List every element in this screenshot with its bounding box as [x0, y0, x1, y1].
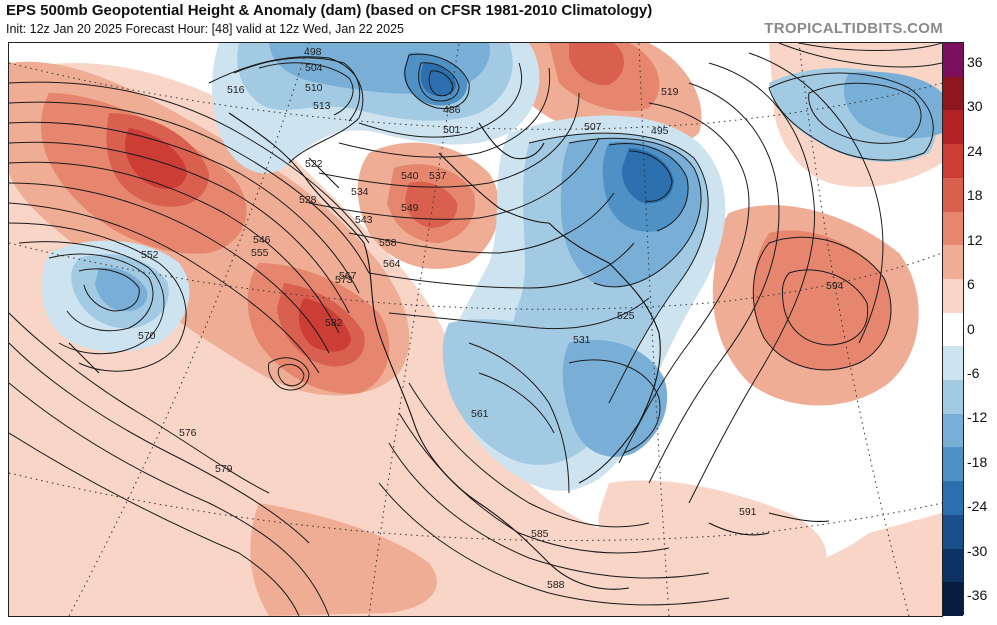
- contour-label: 522: [305, 158, 323, 170]
- contour-label: 546: [253, 234, 271, 246]
- colorbar-swatch: [943, 278, 963, 314]
- colorbar-swatch: [943, 43, 963, 78]
- contour-labels: 498 504 510 513 516 522 528 534 540 543 …: [138, 46, 844, 591]
- contour-label: 507: [584, 121, 602, 133]
- colorbar-label: 24: [967, 142, 983, 159]
- colorbar-swatch: [943, 110, 963, 145]
- colorbar-swatch: [943, 177, 963, 213]
- height-contours: [9, 43, 942, 616]
- colorbar-label: -12: [967, 409, 988, 426]
- colorbar-swatch: [943, 245, 963, 280]
- site-brand: TROPICALTIDBITS.COM: [764, 20, 943, 37]
- colorbar-label: 36: [967, 54, 983, 70]
- colorbar-swatch: [943, 312, 963, 347]
- anomaly-map: 498 504 510 513 516 522 528 534 540 543 …: [8, 42, 943, 617]
- anomaly-colorbar: [942, 42, 964, 617]
- colorbar-label: 0: [967, 320, 975, 337]
- colorbar-swatch: [943, 144, 963, 179]
- contour-label: 585: [531, 528, 549, 540]
- contour-label: 486: [443, 104, 461, 116]
- colorbar-label: -6: [967, 364, 980, 381]
- contour-label: 564: [383, 258, 401, 270]
- contour-label: 528: [299, 194, 317, 206]
- contour-label: 537: [429, 170, 447, 182]
- contour-label: 558: [379, 237, 397, 249]
- contour-label: 576: [179, 427, 197, 439]
- contour-label: 534: [351, 186, 369, 198]
- colorbar-label: -30: [967, 542, 988, 559]
- colorbar-swatch: [943, 548, 963, 583]
- contour-label: 573: [335, 274, 353, 286]
- contour-label: 555: [251, 247, 269, 259]
- contour-label: 579: [215, 463, 233, 475]
- contour-label: 591: [739, 506, 757, 518]
- contour-label: 510: [305, 82, 323, 94]
- contour-label: 498: [304, 46, 322, 58]
- colorbar-label: 30: [967, 98, 983, 115]
- colorbar-swatch: [943, 481, 963, 516]
- positive-anomaly-shading: [9, 43, 942, 616]
- colorbar-label: 12: [967, 231, 983, 248]
- contour-label: 567: [339, 270, 357, 282]
- contour-label: 504: [305, 62, 323, 74]
- colorbar-swatch: [943, 380, 963, 415]
- colorbar-label: -18: [967, 453, 988, 470]
- colorbar-swatch: [943, 76, 963, 111]
- contour-label: 552: [141, 249, 159, 261]
- contour-label: 540: [401, 170, 419, 182]
- contour-label: 516: [227, 84, 245, 96]
- colorbar-label: -24: [967, 498, 988, 515]
- contour-label: 543: [355, 214, 373, 226]
- colorbar-swatch: [943, 582, 963, 617]
- contour-label: 501: [443, 124, 461, 136]
- forecast-subtitle: Init: 12z Jan 20 2025 Forecast Hour: [48…: [6, 22, 404, 36]
- contour-label: 513: [313, 100, 331, 112]
- contour-label: 495: [651, 125, 669, 137]
- colorbar-swatch: [943, 413, 963, 448]
- contour-label: 588: [547, 579, 565, 591]
- coastlines: [68, 112, 830, 590]
- contour-label: 561: [471, 408, 489, 420]
- contour-label: 549: [401, 202, 419, 214]
- page-title: EPS 500mb Geopotential Height & Anomaly …: [6, 2, 653, 19]
- contour-label: 594: [826, 280, 844, 292]
- graticule: [9, 43, 942, 616]
- colorbar-label: -36: [967, 587, 988, 603]
- colorbar-swatch: [943, 514, 963, 550]
- contour-label: 570: [138, 330, 156, 342]
- colorbar-label: 6: [967, 276, 975, 293]
- contour-label: 531: [573, 334, 591, 346]
- contour-label: 519: [661, 86, 679, 98]
- colorbar-swatch: [943, 346, 963, 381]
- map-canvas: 498 504 510 513 516 522 528 534 540 543 …: [9, 43, 942, 616]
- contour-label: 582: [325, 317, 343, 329]
- colorbar-swatch: [943, 447, 963, 482]
- colorbar-swatch: [943, 211, 963, 246]
- contour-label: 525: [617, 310, 635, 322]
- colorbar-label: 18: [967, 187, 983, 204]
